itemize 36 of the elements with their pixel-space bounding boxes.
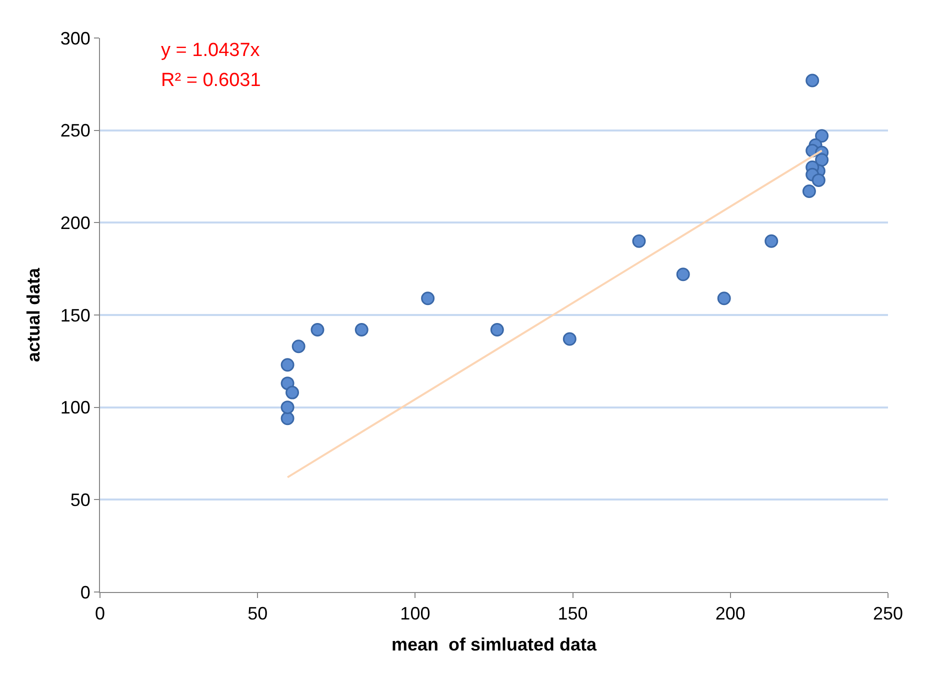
y-tick-label: 200 — [60, 212, 90, 233]
annotation: R² = 0.6031 — [161, 70, 261, 91]
x-tick-label: 200 — [715, 604, 746, 624]
point — [280, 412, 294, 426]
x-axis-title: mean of simluated data — [391, 634, 598, 655]
point — [802, 184, 816, 198]
point — [280, 358, 294, 372]
point — [815, 153, 829, 167]
point — [676, 268, 690, 282]
annotation: y = 1.0437x — [161, 40, 260, 61]
y-axis-title: actual data — [24, 267, 44, 362]
point — [764, 234, 778, 248]
point — [421, 292, 435, 306]
x-tick-label: 150 — [558, 604, 588, 624]
point — [354, 323, 368, 337]
x-tick-label: 50 — [248, 604, 268, 624]
y-tick-label: 50 — [70, 490, 90, 510]
y-tick-label: 0 — [80, 582, 90, 602]
y-tick-label: 250 — [60, 120, 90, 141]
point — [806, 74, 820, 88]
point — [490, 323, 504, 337]
point — [815, 129, 829, 143]
y-tick-label: 100 — [60, 398, 90, 418]
x-tick-label: 0 — [94, 604, 106, 624]
point — [280, 400, 294, 414]
x-tick-label: 250 — [872, 604, 904, 624]
x-tick-label: 100 — [400, 604, 430, 624]
y-tick-label: 300 — [60, 28, 90, 48]
point — [286, 386, 300, 400]
point — [562, 332, 576, 346]
point — [717, 292, 731, 306]
point — [632, 234, 646, 248]
point — [310, 323, 324, 337]
point — [812, 173, 826, 187]
y-tick-label: 150 — [60, 305, 90, 326]
point — [292, 340, 306, 354]
